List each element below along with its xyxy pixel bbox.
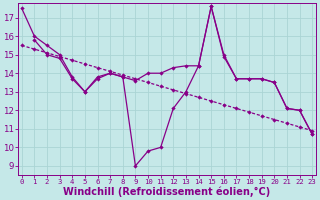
X-axis label: Windchill (Refroidissement éolien,°C): Windchill (Refroidissement éolien,°C) — [63, 187, 271, 197]
